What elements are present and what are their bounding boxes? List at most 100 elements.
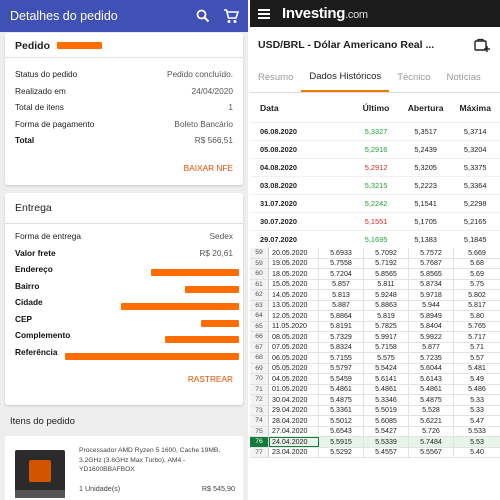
sheet-cell[interactable]: 5.7204 <box>319 269 364 279</box>
column-header[interactable]: Máxima <box>459 102 491 113</box>
sheet-cell-date[interactable]: 19.05.2020 <box>269 258 319 268</box>
sheet-cell[interactable]: 5.4861 <box>364 384 409 394</box>
row-number[interactable]: 71 <box>250 384 269 394</box>
sheet-cell[interactable]: 5.811 <box>364 279 409 289</box>
sheet-cell[interactable]: 5.6221 <box>409 416 454 426</box>
sheet-cell[interactable]: 5.8734 <box>409 279 454 289</box>
menu-icon[interactable] <box>258 8 270 19</box>
sheet-cell[interactable]: 5.5424 <box>364 363 409 373</box>
sheet-cell[interactable]: 5.802 <box>468 290 486 299</box>
sheet-cell[interactable]: 5.5012 <box>319 416 364 426</box>
history-row[interactable]: 30.07.2020 5,1551 5,1705 5,2165 <box>250 213 500 231</box>
column-header[interactable]: Último <box>362 102 390 113</box>
row-number[interactable]: 76 <box>250 437 269 447</box>
sheet-cell-date[interactable]: 08.05.2020 <box>269 332 319 342</box>
spreadsheet-row[interactable]: 71 01.05.2020 5.4861 5.4861 5.4861 5.486 <box>250 384 500 395</box>
sheet-cell[interactable]: 5.819 <box>364 311 409 321</box>
history-row[interactable]: 31.07.2020 5,2242 5,1541 5,2298 <box>250 195 500 213</box>
sheet-cell[interactable]: 5.69 <box>470 269 484 278</box>
cart-icon[interactable] <box>222 7 240 25</box>
sheet-cell[interactable]: 5.7825 <box>364 321 409 331</box>
sheet-cell-date[interactable]: 28.04.2020 <box>269 416 319 426</box>
spreadsheet-row[interactable]: 67 07.05.2020 5.8324 5.7158 5.877 5.71 <box>250 342 500 353</box>
sheet-cell[interactable]: 5.575 <box>364 353 409 363</box>
history-row[interactable]: 04.08.2020 5,2912 5,3205 5,3375 <box>250 159 500 177</box>
spreadsheet-row[interactable]: 74 28.04.2020 5.5012 5.6085 5.6221 5.47 <box>250 416 500 427</box>
row-number[interactable]: 64 <box>250 311 269 321</box>
sheet-cell[interactable]: 5.40 <box>470 448 484 457</box>
sheet-cell-date[interactable]: 27.04.2020 <box>269 426 319 436</box>
column-header[interactable]: Abertura <box>407 102 444 113</box>
row-number[interactable]: 59 <box>250 258 269 268</box>
sheet-cell[interactable]: 5.4861 <box>319 384 364 394</box>
sheet-cell[interactable]: 5.68 <box>470 259 484 268</box>
row-number[interactable]: 59 <box>250 248 269 258</box>
sheet-cell[interactable]: 5.5567 <box>409 447 454 457</box>
sheet-cell[interactable]: 5.8565 <box>409 269 454 279</box>
sheet-cell-date[interactable]: 23.04.2020 <box>269 447 319 457</box>
sheet-cell[interactable]: 5.486 <box>468 385 486 394</box>
spreadsheet-row[interactable]: 61 15.05.2020 5.857 5.811 5.8734 5.75 <box>250 279 500 290</box>
sheet-cell[interactable]: 5.877 <box>409 342 454 352</box>
sheet-cell[interactable]: 5.3361 <box>319 405 364 415</box>
tab-2[interactable]: Técnico <box>397 72 431 83</box>
sheet-cell-date[interactable]: 29.04.2020 <box>269 405 319 415</box>
add-to-portfolio-icon[interactable] <box>474 38 492 52</box>
history-row[interactable]: 05.08.2020 5,2916 5,2439 5,3204 <box>250 141 500 159</box>
sheet-cell[interactable]: 5.5459 <box>319 374 364 384</box>
sheet-cell[interactable]: 5.765 <box>468 322 486 331</box>
sheet-cell[interactable]: 5.4557 <box>364 447 409 457</box>
sheet-cell[interactable]: 5.33 <box>470 395 484 404</box>
row-number[interactable]: 66 <box>250 332 269 342</box>
sheet-cell[interactable]: 5.5339 <box>364 437 409 447</box>
sheet-cell[interactable]: 5.481 <box>468 364 486 373</box>
sheet-cell[interactable]: 5.533 <box>468 427 486 436</box>
row-number[interactable]: 60 <box>250 269 269 279</box>
sheet-cell[interactable]: 5.8324 <box>319 342 364 352</box>
sheet-cell[interactable]: 5.8565 <box>364 269 409 279</box>
sheet-cell[interactable]: 5.7235 <box>409 353 454 363</box>
sheet-cell-date[interactable]: 04.05.2020 <box>269 374 319 384</box>
row-number[interactable]: 73 <box>250 405 269 415</box>
sheet-cell[interactable]: 5.7155 <box>319 353 364 363</box>
spreadsheet-row[interactable]: 63 13.05.2020 5.887 5.8863 5.944 5.817 <box>250 300 500 311</box>
sheet-cell[interactable]: 5.813 <box>319 290 364 300</box>
spreadsheet-row[interactable]: 75 27.04.2020 5.6543 5.5427 5.726 5.533 <box>250 426 500 437</box>
spreadsheet-row[interactable]: 64 12.05.2020 5.8864 5.819 5.8949 5.80 <box>250 311 500 322</box>
spreadsheet-row[interactable]: 70 04.05.2020 5.5459 5.6141 5.6143 5.49 <box>250 374 500 385</box>
sheet-cell[interactable]: 5.71 <box>470 343 484 352</box>
sheet-cell[interactable]: 5.5915 <box>319 437 364 447</box>
sheet-cell[interactable]: 5.7572 <box>409 248 454 258</box>
row-number[interactable]: 63 <box>250 300 269 310</box>
sheet-cell[interactable]: 5.7158 <box>364 342 409 352</box>
spreadsheet-row[interactable]: 73 29.04.2020 5.3361 5.5019 5.528 5.33 <box>250 405 500 416</box>
track-button[interactable]: RASTREAR <box>187 374 233 384</box>
sheet-cell[interactable]: 5.6044 <box>409 363 454 373</box>
sheet-cell[interactable]: 5.9718 <box>409 290 454 300</box>
tab-3[interactable]: Notícias <box>446 72 481 83</box>
sheet-cell[interactable]: 5.8191 <box>319 321 364 331</box>
order-item[interactable]: Processador AMD Ryzen 5 1600, Cache 19MB… <box>5 436 243 500</box>
sheet-cell[interactable]: 5.4875 <box>409 395 454 405</box>
row-number[interactable]: 68 <box>250 353 269 363</box>
history-row[interactable]: 06.08.2020 5,3327 5,3517 5,3714 <box>250 123 500 141</box>
sheet-cell[interactable]: 5.4861 <box>409 384 454 394</box>
row-number[interactable]: 72 <box>250 395 269 405</box>
sheet-cell-date[interactable]: 12.05.2020 <box>269 311 319 321</box>
spreadsheet-row[interactable]: 62 14.05.2020 5.813 5.9248 5.9718 5.802 <box>250 290 500 301</box>
sheet-cell-date[interactable]: 20.05.2020 <box>269 248 319 258</box>
sheet-cell[interactable]: 5.7484 <box>409 437 454 447</box>
sheet-cell[interactable]: 5.8949 <box>409 311 454 321</box>
sheet-cell-date[interactable]: 06.05.2020 <box>269 353 319 363</box>
sheet-cell[interactable]: 5.75 <box>470 280 484 289</box>
sheet-cell[interactable]: 5.5427 <box>364 426 409 436</box>
row-number[interactable]: 70 <box>250 374 269 384</box>
sheet-cell-date[interactable]: 05.05.2020 <box>269 363 319 373</box>
sheet-cell[interactable]: 5.4875 <box>319 395 364 405</box>
sheet-cell[interactable]: 5.49 <box>470 374 484 383</box>
history-row[interactable]: 03.08.2020 5,3215 5,2223 5,3364 <box>250 177 500 195</box>
sheet-cell[interactable]: 5.717 <box>468 332 486 341</box>
sheet-cell[interactable]: 5.6085 <box>364 416 409 426</box>
sheet-cell[interactable]: 5.7329 <box>319 332 364 342</box>
sheet-cell[interactable]: 5.9922 <box>409 332 454 342</box>
